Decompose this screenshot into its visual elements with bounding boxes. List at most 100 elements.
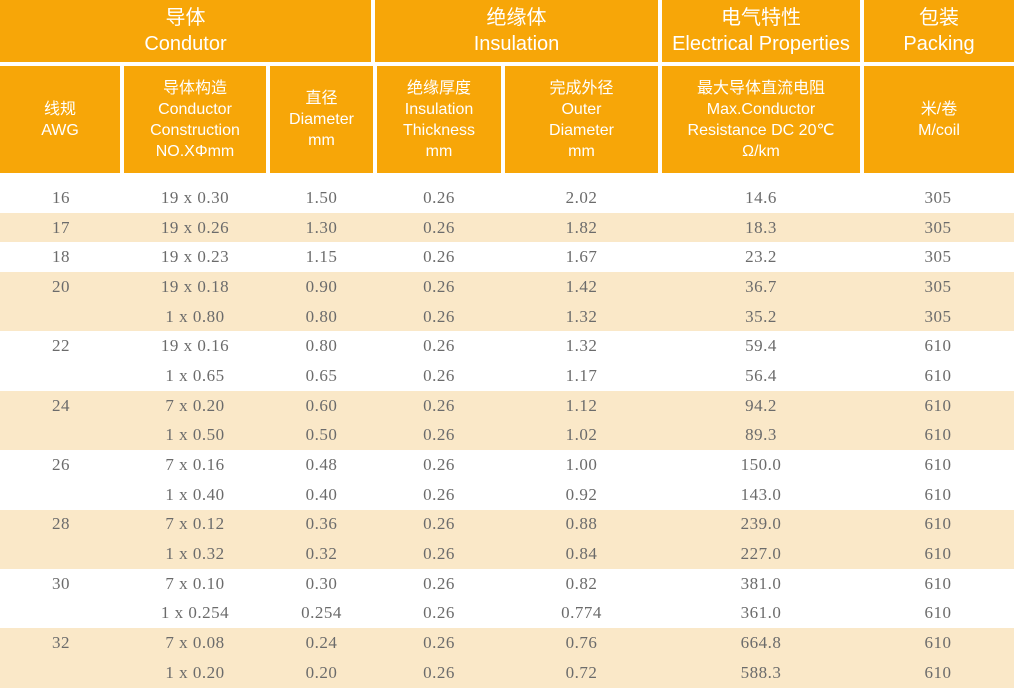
table-row: 1 x 0.40 0.40 0.26 0.92 143.0 610 — [0, 479, 1014, 510]
table-cell-diameter: 0.80 — [305, 336, 338, 356]
table-cell-diameter: 0.60 — [305, 395, 338, 415]
table-cell-insulation-thickness: 0.26 — [423, 187, 455, 207]
table-cell-outer-diameter: 1.42 — [565, 276, 598, 296]
table-cell-insulation-thickness: 0.26 — [423, 662, 455, 682]
table-cell-awg: 30 — [52, 573, 70, 593]
table-cell-insulation-thickness: 0.26 — [423, 573, 455, 593]
table-cell-insulation-thickness: 0.26 — [423, 247, 455, 267]
table-cell-resistance: 23.2 — [745, 247, 777, 267]
table-cell-construction: 19 x 0.26 — [160, 217, 230, 237]
table-cell-m-per-coil: 610 — [924, 573, 952, 593]
header-col-diameter: 直径 Diameter mm — [270, 66, 373, 173]
table-cell-resistance: 588.3 — [740, 662, 782, 682]
table-cell-construction: 7 x 0.12 — [165, 514, 225, 534]
table-cell-resistance: 94.2 — [745, 395, 777, 415]
table-row: 17 19 x 0.26 1.30 0.26 1.82 18.3 305 — [0, 212, 1014, 243]
table-cell-outer-diameter: 1.00 — [565, 455, 598, 475]
table-row: 1 x 0.32 0.32 0.26 0.84 227.0 610 — [0, 539, 1014, 569]
table-cell-insulation-thickness: 0.26 — [423, 306, 455, 326]
table-cell-resistance: 18.3 — [745, 217, 777, 237]
table-cell-insulation-thickness: 0.26 — [423, 276, 455, 296]
table-cell-insulation-thickness: 0.26 — [423, 603, 455, 623]
table-cell-diameter: 1.15 — [305, 247, 338, 267]
table-row: 1 x 0.20 0.20 0.26 0.72 588.3 610 — [0, 658, 1014, 688]
header-col-insulation-thickness: 绝缘厚度 Insulation Thickness mm — [377, 66, 501, 173]
table-cell-insulation-thickness: 0.26 — [423, 395, 455, 415]
table-cell-diameter: 0.20 — [305, 662, 338, 682]
table-cell-diameter: 0.24 — [305, 633, 338, 653]
table-cell-outer-diameter: 1.32 — [565, 336, 598, 356]
table-row: 1 x 0.80 0.80 0.26 1.32 35.2 305 — [0, 301, 1014, 332]
table-cell-diameter: 0.254 — [301, 603, 342, 623]
table-cell-insulation-thickness: 0.26 — [423, 633, 455, 653]
table-cell-construction: 7 x 0.16 — [165, 455, 225, 475]
table-cell-resistance: 14.6 — [745, 187, 777, 207]
header-col-m-per-coil: 米/卷 M/coil — [864, 66, 1014, 173]
table-cell-outer-diameter: 1.17 — [565, 365, 598, 385]
table-cell-resistance: 381.0 — [740, 573, 782, 593]
table-cell-resistance: 36.7 — [745, 276, 777, 296]
table-cell-construction: 1 x 0.65 — [165, 365, 225, 385]
table-cell-diameter: 0.48 — [305, 455, 338, 475]
table-cell-awg — [0, 658, 122, 688]
table-cell-outer-diameter: 0.76 — [565, 633, 598, 653]
table-cell-diameter: 0.50 — [305, 425, 338, 445]
table-cell-awg — [0, 361, 122, 391]
table-cell-resistance: 361.0 — [740, 603, 782, 623]
header-group-conductor: 导体 Condutor — [0, 0, 371, 62]
table-cell-m-per-coil: 610 — [924, 484, 952, 504]
table-cell-m-per-coil: 305 — [924, 187, 952, 207]
table-cell-construction: 7 x 0.08 — [165, 633, 225, 653]
table-cell-awg: 17 — [52, 217, 70, 237]
table-cell-awg — [0, 599, 122, 629]
table-cell-m-per-coil: 610 — [924, 662, 952, 682]
table-cell-m-per-coil: 305 — [924, 276, 952, 296]
table-cell-construction: 1 x 0.254 — [160, 603, 230, 623]
table-cell-insulation-thickness: 0.26 — [423, 484, 455, 504]
table-cell-insulation-thickness: 0.26 — [423, 544, 455, 564]
table-cell-outer-diameter: 1.12 — [565, 395, 598, 415]
table-cell-resistance: 59.4 — [745, 336, 777, 356]
table-cell-insulation-thickness: 0.26 — [423, 514, 455, 534]
table-cell-resistance: 56.4 — [745, 365, 777, 385]
table-cell-awg: 24 — [52, 395, 70, 415]
table-cell-construction: 19 x 0.23 — [160, 247, 230, 267]
table-cell-m-per-coil: 610 — [924, 633, 952, 653]
table-cell-construction: 19 x 0.18 — [160, 276, 230, 296]
table-cell-awg: 28 — [52, 514, 70, 534]
table-cell-diameter: 0.36 — [305, 514, 338, 534]
table-cell-construction: 1 x 0.32 — [165, 544, 225, 564]
table-cell-outer-diameter: 0.88 — [565, 514, 598, 534]
table-cell-resistance: 664.8 — [740, 633, 782, 653]
table-row: 24 7 x 0.20 0.60 0.26 1.12 94.2 610 — [0, 390, 1014, 421]
table-row: 22 19 x 0.16 0.80 0.26 1.32 59.4 610 — [0, 331, 1014, 362]
table-row: 16 19 x 0.30 1.50 0.26 2.02 14.6 305 — [0, 183, 1014, 213]
table-cell-resistance: 227.0 — [740, 544, 782, 564]
table-cell-construction: 1 x 0.40 — [165, 484, 225, 504]
table-row: 1 x 0.50 0.50 0.26 1.02 89.3 610 — [0, 420, 1014, 451]
table-cell-awg — [0, 302, 122, 332]
header-group-packing: 包装 Packing — [864, 0, 1014, 62]
table-cell-insulation-thickness: 0.26 — [423, 217, 455, 237]
header-col-max-resistance: 最大导体直流电阻 Max.Conductor Resistance DC 20℃… — [662, 66, 860, 173]
table-cell-construction: 1 x 0.80 — [165, 306, 225, 326]
table-cell-construction: 19 x 0.16 — [160, 336, 230, 356]
table-cell-m-per-coil: 610 — [924, 455, 952, 475]
table-cell-m-per-coil: 610 — [924, 365, 952, 385]
table-cell-m-per-coil: 610 — [924, 514, 952, 534]
table-cell-m-per-coil: 305 — [924, 247, 952, 267]
table-row: 18 19 x 0.23 1.15 0.26 1.67 23.2 305 — [0, 242, 1014, 273]
table-row: 1 x 0.254 0.254 0.26 0.774 361.0 610 — [0, 598, 1014, 629]
table-cell-m-per-coil: 610 — [924, 603, 952, 623]
table-cell-diameter: 0.90 — [305, 276, 338, 296]
table-cell-construction: 7 x 0.20 — [165, 395, 225, 415]
table-cell-insulation-thickness: 0.26 — [423, 425, 455, 445]
table-row: 30 7 x 0.10 0.30 0.26 0.82 381.0 610 — [0, 568, 1014, 599]
table-cell-awg: 16 — [52, 187, 70, 207]
table-cell-construction: 19 x 0.30 — [160, 187, 230, 207]
table-cell-insulation-thickness: 0.26 — [423, 336, 455, 356]
table-body: 16 19 x 0.30 1.50 0.26 2.02 14.6 305 17 19 x 0.2… — [0, 183, 1014, 688]
table-cell-resistance: 89.3 — [745, 425, 777, 445]
table-cell-m-per-coil: 305 — [924, 217, 952, 237]
table-cell-outer-diameter: 0.84 — [565, 544, 598, 564]
